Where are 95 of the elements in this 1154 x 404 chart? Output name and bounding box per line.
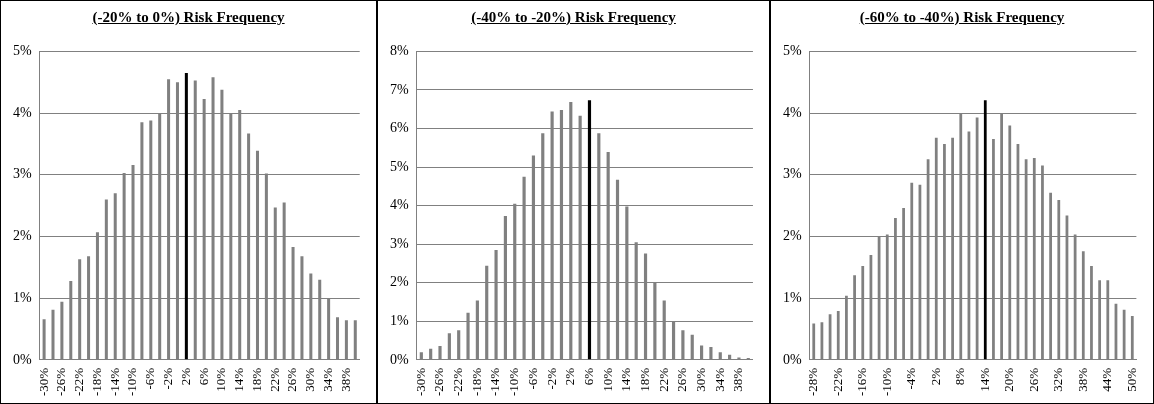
x-tick-label: 8%: [952, 367, 968, 386]
bar: [353, 320, 357, 360]
bar: [983, 100, 987, 360]
bar: [681, 330, 685, 360]
x-tick-label: -22%: [71, 367, 87, 397]
x-tick-label: 34%: [320, 367, 336, 392]
x-tick-label: -26%: [53, 367, 69, 397]
y-tick-label: 4%: [12, 104, 32, 120]
x-tick-label: -18%: [468, 367, 484, 397]
x-tick-label: 26%: [1025, 367, 1041, 392]
x-tick-label: -26%: [431, 367, 447, 397]
y-tick-label: 5%: [12, 43, 32, 59]
x-tick-label: -10%: [506, 367, 522, 397]
y-tick-label: 4%: [782, 104, 802, 120]
chart-title: (-60% to -40%) Risk Frequency: [858, 9, 1066, 26]
x-tick-label: 20%: [1001, 367, 1017, 392]
x-tick-label: 30%: [693, 367, 708, 392]
bar: [1130, 316, 1134, 360]
x-tick-label: -2%: [543, 367, 559, 390]
bar: [336, 317, 340, 360]
y-tick-label: 3%: [782, 166, 802, 182]
y-tick-label: 5%: [782, 43, 802, 59]
x-tick-label: 26%: [284, 367, 300, 392]
y-tick-label: 3%: [389, 235, 409, 251]
x-tick-label: 26%: [674, 367, 690, 392]
x-tick-label: 44%: [1099, 367, 1115, 392]
bar: [457, 330, 461, 360]
x-tick-label: 30%: [302, 367, 318, 392]
y-tick-label: 1%: [389, 312, 409, 328]
y-tick-label: 8%: [389, 43, 409, 59]
x-tick-label: 38%: [1074, 367, 1090, 392]
x-tick-label: 22%: [655, 367, 671, 392]
x-tick-label: 6%: [195, 367, 211, 386]
x-tick-label: 34%: [711, 367, 727, 392]
x-tick-label: -30%: [35, 367, 51, 397]
x-tick-label: 18%: [248, 367, 264, 392]
x-tick-label: 14%: [231, 367, 247, 392]
y-tick-label: 2%: [782, 228, 802, 244]
x-tick-label: 14%: [618, 367, 634, 392]
bar: [690, 334, 694, 360]
x-tick-label: -30%: [412, 367, 428, 397]
bar: [1122, 309, 1126, 360]
x-tick-label: 10%: [599, 367, 615, 392]
bar: [344, 320, 348, 360]
x-tick-label: 32%: [1050, 367, 1066, 392]
y-tick-label: 0%: [782, 351, 802, 367]
x-tick-label: -10%: [878, 367, 894, 397]
x-tick-label: 50%: [1123, 367, 1139, 392]
y-tick-label: 2%: [389, 274, 409, 290]
bar: [709, 347, 713, 360]
x-tick-label: -4%: [903, 367, 919, 390]
y-tick-label: 3%: [12, 166, 32, 182]
y-tick-label: 0%: [389, 351, 409, 367]
bar: [438, 345, 442, 360]
bar: [419, 352, 423, 360]
x-tick-label: 18%: [636, 367, 652, 392]
y-tick-label: 7%: [389, 81, 409, 97]
x-tick-label: -22%: [450, 367, 466, 397]
y-tick-label: 1%: [12, 289, 32, 305]
y-tick-label: 0%: [12, 351, 32, 367]
x-tick-label: 38%: [730, 367, 746, 392]
x-tick-label: 14%: [976, 367, 992, 392]
x-tick-label: 22%: [266, 367, 282, 392]
bar: [51, 309, 55, 360]
x-tick-label: 2%: [927, 367, 943, 386]
x-tick-label: 2%: [177, 367, 193, 386]
y-tick-label: 2%: [12, 228, 32, 244]
bar: [587, 100, 592, 360]
x-tick-label: -2%: [160, 367, 175, 390]
x-tick-label: 6%: [580, 367, 596, 386]
chart-title: (-20% to 0%) Risk Frequency: [91, 9, 286, 26]
chart-title: (-40% to -20%) Risk Frequency: [470, 9, 677, 26]
x-tick-label: -6%: [142, 367, 158, 390]
bar: [718, 352, 722, 360]
y-tick-label: 4%: [389, 197, 409, 213]
x-tick-label: 2%: [562, 367, 578, 386]
bar: [60, 301, 64, 360]
x-tick-label: -28%: [805, 367, 821, 397]
x-tick-label: -14%: [487, 367, 503, 397]
bar: [836, 311, 840, 360]
x-tick-label: 10%: [213, 367, 229, 392]
x-tick-label: -16%: [854, 367, 870, 397]
y-tick-label: 5%: [389, 158, 409, 174]
x-tick-label: -10%: [124, 367, 140, 397]
y-tick-label: 6%: [389, 120, 409, 136]
bar: [447, 333, 451, 360]
x-tick-label: -18%: [88, 367, 104, 397]
y-tick-label: 1%: [782, 289, 802, 305]
bar: [184, 72, 188, 360]
x-tick-label: -22%: [829, 367, 845, 397]
x-tick-label: -14%: [106, 367, 122, 397]
bar: [812, 323, 816, 360]
x-tick-label: 38%: [337, 367, 353, 392]
x-tick-label: -6%: [524, 367, 540, 390]
bar: [42, 319, 46, 360]
